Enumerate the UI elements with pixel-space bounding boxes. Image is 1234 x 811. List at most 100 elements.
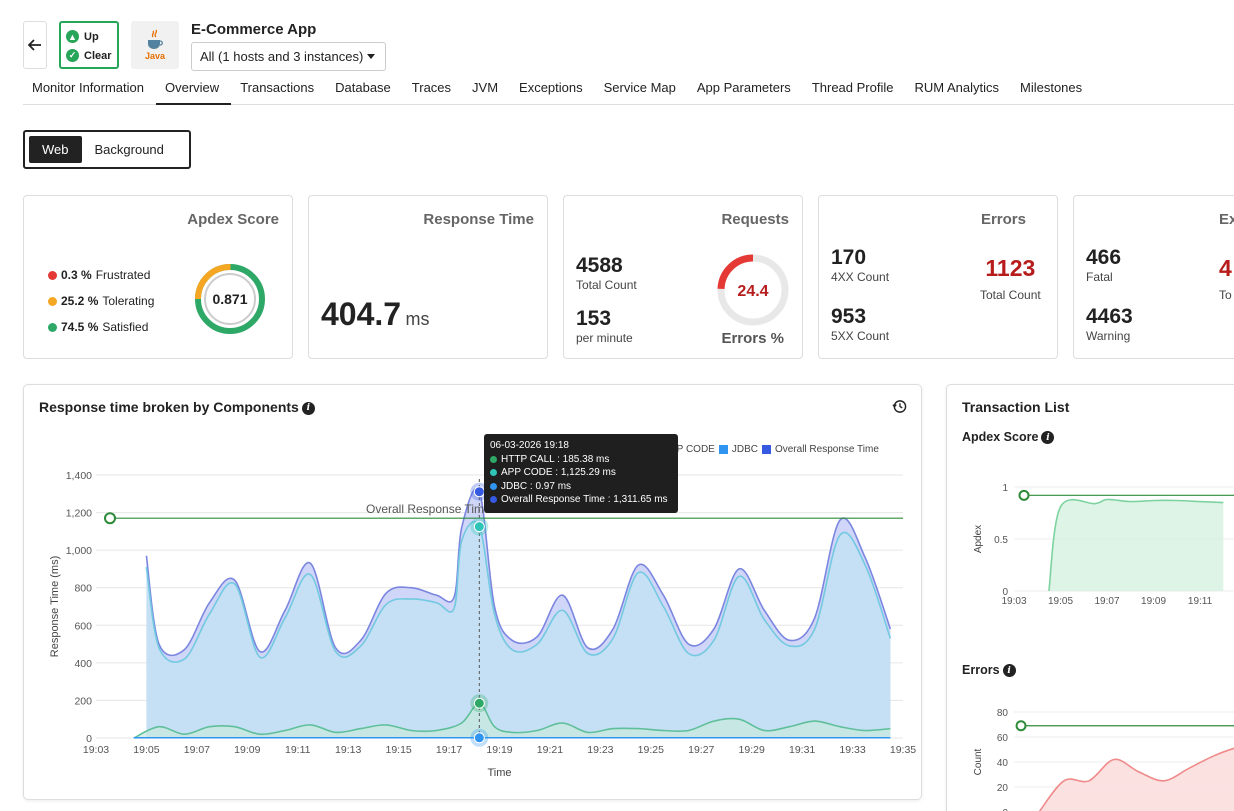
x-tick-label: 19:15 [385, 744, 411, 756]
errors-4xx: 170 4XX Count [831, 246, 889, 284]
x-tick-label: 19:31 [789, 744, 815, 756]
requests-title: Requests [721, 211, 789, 228]
hover-point-0 [473, 486, 485, 498]
x-tick-label: 19:27 [688, 744, 714, 756]
frustrated-label: Frustrated [95, 268, 151, 282]
java-logo: Java [131, 21, 179, 69]
chart-tooltip: 06-03-2026 19:18 HTTP CALL : 185.38 ms A… [484, 434, 678, 513]
tab-traces[interactable]: Traces [411, 80, 452, 95]
x-tick-label: 19:23 [587, 744, 613, 756]
legend-overall[interactable]: Overall Response Time [774, 444, 879, 455]
apdex-area [1048, 499, 1224, 591]
x-tick-label: 19:07 [184, 744, 210, 756]
satisfied-pct: 74.5 % [61, 320, 99, 334]
errors-card: Errors 170 4XX Count 953 5XX Count 1123 … [818, 195, 1058, 359]
x-tick-label: 19:11 [285, 744, 311, 756]
tab-transactions[interactable]: Transactions [240, 80, 315, 95]
tooltip-overall-text: Overall Response Time : 1,311.65 ms [501, 494, 668, 505]
tl-errors-title: Errors i [962, 663, 1016, 678]
errors-gauge-fill [717, 254, 789, 326]
logo-text: Java [144, 51, 166, 61]
legend-jdbc[interactable]: JDBC [731, 444, 758, 455]
requests-per-minute-label: per minute [576, 331, 633, 345]
apdex-y-label: Apdex [973, 525, 984, 553]
tab-thread-profile[interactable]: Thread Profile [811, 80, 894, 95]
tl-apdex-chart: 0 0.5 1 19:03 19:05 19:07 19:09 19:11 Apdex [973, 483, 1234, 607]
arrow-up-icon: ▲ [66, 30, 79, 43]
errors-pct-value: 24.4 [737, 283, 768, 300]
tab-jvm[interactable]: JVM [472, 80, 499, 95]
errors-y-tick: 20 [997, 783, 1009, 794]
exceptions-total-value: 4 [1219, 255, 1232, 281]
tab-milestones[interactable]: Milestones [1020, 80, 1083, 95]
caret-down-icon [367, 54, 375, 59]
tab-monitor-information[interactable]: Monitor Information [32, 80, 144, 95]
apdex-line [1048, 498, 1224, 592]
toggle-web[interactable]: Web [29, 136, 82, 163]
apdex-satisfied: 74.5 % Satisfied [48, 314, 154, 340]
info-icon[interactable]: i [301, 401, 315, 415]
history-icon[interactable] [892, 399, 907, 414]
tl-errors-title-text: Errors [962, 663, 1000, 677]
transaction-list-title: Transaction List [962, 399, 1070, 415]
errors-total-value: 1123 [985, 255, 1036, 281]
tab-bar: Monitor Information Overview Transactions D… [23, 74, 1234, 105]
apdex-y-tick: 0 [1002, 587, 1008, 598]
hover-point-2 [473, 697, 485, 709]
tolerating-pct: 25.2 % [61, 294, 99, 308]
instances-select[interactable]: All (1 hosts and 3 instances) [191, 42, 386, 71]
response-time-value: 404.7 [321, 296, 402, 332]
main-chart-legend: PP CODE JDBC Overall Response Time [670, 444, 879, 455]
tab-app-parameters[interactable]: App Parameters [696, 80, 791, 95]
status-badge[interactable]: ▲ Up ✓ Clear [59, 21, 119, 69]
errors-title: Errors [980, 211, 1026, 228]
y-tick-label: 400 [74, 658, 92, 670]
x-tick-label: 19:29 [739, 744, 765, 756]
toggle-background[interactable]: Background [94, 142, 164, 157]
x-tick-label: 19:03 [83, 744, 109, 756]
response-time-components-title: Response time broken by Components i [39, 399, 315, 415]
satisfied-dot [48, 322, 57, 332]
legend-app-code[interactable]: PP CODE [670, 444, 715, 455]
tooltip-row-jdbc: JDBC : 0.97 ms [490, 480, 672, 494]
info-icon[interactable]: i [1041, 431, 1055, 445]
exceptions-total: 4 To [1219, 255, 1232, 302]
tab-overview[interactable]: Overview [156, 74, 232, 105]
tl-apdex-title: Apdex Score i [962, 430, 1055, 445]
frustrated-pct: 0.3 % [61, 268, 92, 282]
apdex-score: 0.871 [212, 291, 247, 307]
apdex-x-tick: 19:05 [1048, 596, 1073, 607]
frustrated-dot [48, 270, 57, 280]
tooltip-row-overall: Overall Response Time : 1,311.65 ms [490, 493, 672, 507]
response-time-card: Response Time 404.7 ms [308, 195, 548, 359]
x-axis-label: Time [487, 767, 511, 779]
apdex-y-tick: 1 [1002, 483, 1008, 494]
series-area-app-code [146, 521, 891, 738]
errors-y-tick: 80 [997, 708, 1009, 719]
response-time-value-wrap: 404.7 ms [321, 296, 430, 333]
tab-service-map[interactable]: Service Map [603, 80, 676, 95]
apdex-title: Apdex Score [187, 211, 279, 228]
tooltip-http-text: HTTP CALL : 185.38 ms [501, 453, 610, 465]
back-button[interactable] [23, 21, 47, 69]
tab-exceptions[interactable]: Exceptions [519, 80, 583, 95]
apdex-x-tick: 19:11 [1188, 596, 1213, 607]
tooltip-row-app: APP CODE : 1,125.29 ms [490, 466, 672, 480]
info-icon[interactable]: i [1002, 664, 1016, 678]
requests-total-label: Total Count [576, 278, 637, 292]
tab-rum-analytics[interactable]: RUM Analytics [914, 80, 999, 95]
tooltip-overall-dot [490, 496, 497, 504]
tab-database[interactable]: Database [335, 80, 391, 95]
apdex-tolerating: 25.2 % Tolerating [48, 288, 154, 314]
apdex-threshold-marker [1018, 489, 1030, 501]
requests-total-value: 4588 [576, 254, 623, 277]
legend-jdbc-swatch [718, 445, 728, 454]
errors-area [1039, 748, 1234, 811]
errors-pct-gauge: 24.4 [717, 254, 789, 326]
errors-y-tick: 40 [997, 758, 1009, 769]
legend-overall-swatch [761, 445, 771, 454]
status-clear: ✓ Clear [66, 46, 112, 65]
x-tick-label: 19:19 [486, 744, 512, 756]
